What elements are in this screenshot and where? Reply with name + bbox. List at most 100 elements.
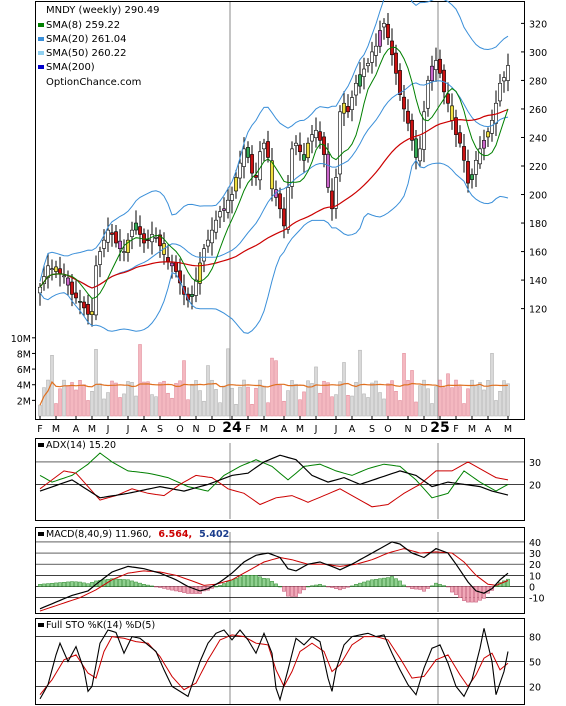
volume-bar xyxy=(110,380,114,417)
indicator-lines xyxy=(39,0,509,702)
macd-histogram-bar xyxy=(126,579,130,587)
macd-histogram-bar xyxy=(42,583,46,587)
price-tick-label: 260 xyxy=(529,105,547,116)
candle-body xyxy=(122,251,126,253)
volume-bar xyxy=(258,379,262,417)
volume-bar xyxy=(266,402,270,417)
candle-body xyxy=(218,211,222,218)
volume-bar xyxy=(66,385,70,417)
volume-bar xyxy=(234,404,238,417)
candle-body xyxy=(402,96,406,110)
macd-histogram-bar xyxy=(430,585,434,587)
macd-histogram-bar xyxy=(234,578,238,587)
macd-histogram-bar xyxy=(374,578,378,587)
sma50-line xyxy=(39,108,509,289)
volume-bar xyxy=(166,392,170,417)
panel-labels: ADX(14) 15.20 MACD(8,40,9) 11.960, 6.564… xyxy=(38,440,229,631)
macd-histogram-bar xyxy=(54,582,58,587)
volume-bar xyxy=(446,373,450,417)
candle-body xyxy=(370,51,374,63)
x-tick-label: D xyxy=(420,424,427,435)
volume-bar xyxy=(126,381,130,417)
volume-bar xyxy=(154,396,158,417)
candle-body xyxy=(242,148,246,167)
adx-tick-label: 30 xyxy=(529,458,541,469)
volume-bar xyxy=(474,385,478,417)
x-tick-label: A xyxy=(141,424,148,435)
macd-histogram-bar xyxy=(82,582,86,587)
candle-body xyxy=(426,80,430,109)
macd-histogram-bar xyxy=(118,578,122,587)
candle-body xyxy=(66,277,70,286)
candle-body xyxy=(266,141,270,158)
x-tick-label: N xyxy=(404,424,411,435)
candle-body xyxy=(418,148,422,162)
macd-histogram-bar xyxy=(466,586,470,603)
x-tick-label: J xyxy=(106,424,110,435)
volume-bar xyxy=(210,379,214,417)
macd-histogram-bar xyxy=(78,581,82,587)
volume-bar xyxy=(382,398,386,417)
candle-body xyxy=(206,239,210,247)
volume-bar xyxy=(294,383,298,417)
price-tick-label: 300 xyxy=(529,48,547,59)
candle-body xyxy=(114,231,118,244)
x-tick-label: M xyxy=(260,424,268,435)
macd-histogram-bar xyxy=(398,580,402,587)
macd-histogram-bar xyxy=(434,582,438,587)
candle-body xyxy=(210,229,214,244)
macd-histogram-bar xyxy=(90,582,94,587)
volume-bar xyxy=(342,362,346,417)
price-panel-frame xyxy=(35,1,525,420)
macd-histogram-bar xyxy=(98,580,102,587)
x-tick-label: 24 xyxy=(222,420,242,436)
volume-bar xyxy=(230,387,234,417)
candle-body xyxy=(214,219,218,233)
macd-histogram-bar xyxy=(390,576,394,587)
price-tick-label: 120 xyxy=(529,305,547,316)
macd-histogram-bar xyxy=(334,586,338,589)
candle-body xyxy=(310,134,314,142)
candle-body xyxy=(278,193,282,210)
candle-body xyxy=(314,130,318,139)
volume-bar xyxy=(242,379,246,417)
axis-labels: 1201401601802002202402602803003202M4M6M8… xyxy=(11,19,547,693)
legend-swatch-sma50 xyxy=(38,51,44,55)
volume-bar xyxy=(346,395,350,417)
macd-histogram-bar xyxy=(270,581,274,587)
candle-body xyxy=(194,279,198,296)
volume-tick-label: 4M xyxy=(17,381,31,392)
volume-bar xyxy=(190,383,194,417)
x-tick-label: F xyxy=(37,424,42,435)
macd-histogram-bar xyxy=(306,586,310,588)
candle-body xyxy=(270,160,274,190)
macd-histogram-bar xyxy=(462,586,466,601)
volume-bar xyxy=(290,380,294,417)
macd-histogram-bar xyxy=(142,584,146,587)
volume-bar xyxy=(62,379,66,417)
macd-histogram-bar xyxy=(446,586,450,588)
macd-histogram-bar xyxy=(38,584,42,587)
macd-tick-label: 30 xyxy=(529,549,541,560)
sto-panel-frame xyxy=(35,618,525,705)
candle-body xyxy=(326,153,330,188)
volume-bar xyxy=(370,382,374,417)
volume-bar xyxy=(498,390,502,417)
macd-tick-label: 10 xyxy=(529,571,541,582)
macd-histogram-bar xyxy=(162,586,166,589)
candle-body xyxy=(302,154,306,161)
volume-bar xyxy=(322,380,326,417)
panel-frames xyxy=(35,1,525,705)
candle-body xyxy=(130,229,134,237)
volume-bar xyxy=(174,383,178,417)
volume-tick-label: 2M xyxy=(17,396,31,407)
volume-bar xyxy=(274,360,278,417)
candle-body xyxy=(62,275,66,278)
macd-histogram-bar xyxy=(346,586,350,588)
candle-body xyxy=(394,52,398,74)
volume-bar xyxy=(458,386,462,417)
volume-bar xyxy=(270,357,274,417)
volume-bar xyxy=(98,383,102,417)
volume-bar xyxy=(362,393,366,417)
macd-histogram-bar xyxy=(422,586,426,592)
